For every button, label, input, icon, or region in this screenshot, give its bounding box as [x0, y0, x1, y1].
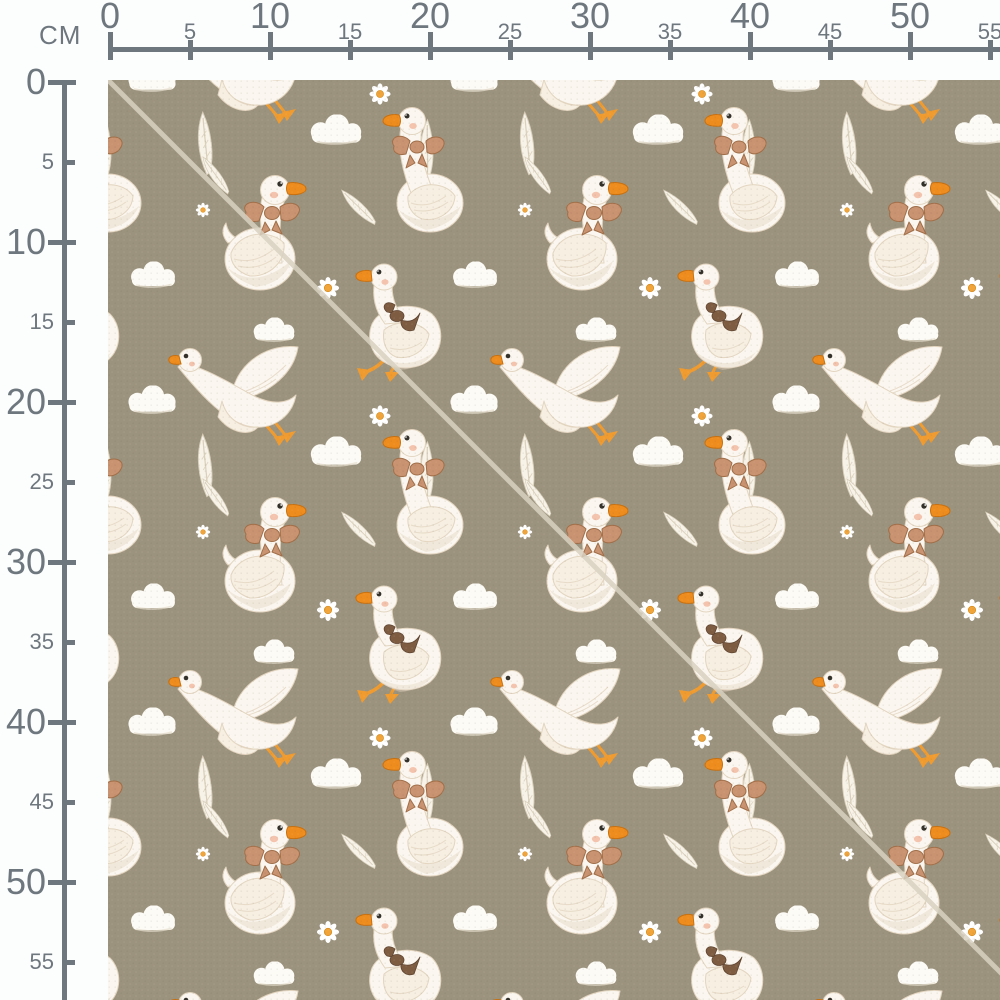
top-ruler-label: 5: [183, 19, 197, 44]
left-ruler-line: [62, 80, 67, 1000]
top-ruler-tick: [668, 40, 673, 60]
top-ruler-label: 55: [977, 19, 1000, 44]
top-ruler-label: 0: [99, 0, 121, 36]
left-ruler-label: 35: [29, 629, 54, 654]
left-ruler-label: 5: [41, 149, 54, 174]
top-ruler-tick: [748, 32, 753, 60]
top-ruler-tick: [188, 40, 193, 60]
top-ruler-tick: [588, 32, 593, 60]
bias-seam-line: [108, 80, 1000, 976]
fabric-preview[interactable]: [108, 80, 1000, 1000]
top-ruler-label: 50: [889, 0, 931, 36]
top-ruler-tick: [348, 40, 353, 60]
top-ruler-label: 20: [409, 0, 451, 36]
left-ruler-tick: [48, 240, 76, 245]
left-ruler-label: 45: [29, 789, 54, 814]
left-ruler-label: 30: [5, 541, 46, 582]
left-ruler-tick: [48, 560, 76, 565]
fabric-weave-texture: [108, 80, 1000, 1000]
top-ruler-line: [108, 47, 1000, 52]
top-ruler-tick: [508, 40, 513, 60]
ruler-unit-label: CM: [39, 20, 82, 50]
left-ruler-tick: [62, 640, 75, 645]
top-ruler-tick: [108, 32, 113, 60]
top-ruler-label: 45: [817, 19, 843, 44]
top-ruler-label: 40: [729, 0, 771, 36]
left-ruler-label: 0: [25, 61, 46, 102]
left-ruler-tick: [62, 960, 75, 965]
top-ruler-tick: [908, 32, 913, 60]
left-ruler-label: 15: [29, 309, 54, 334]
left-ruler-tick: [62, 800, 75, 805]
left-ruler-tick: [62, 160, 75, 165]
top-ruler-tick: [428, 32, 433, 60]
left-ruler-tick: [48, 80, 76, 85]
top-ruler-label: 25: [497, 19, 523, 44]
left-ruler-tick: [62, 480, 75, 485]
top-ruler-tick: [268, 32, 273, 60]
top-ruler-label: 10: [249, 0, 291, 36]
left-ruler-label: 55: [29, 949, 54, 974]
left-ruler-tick: [48, 400, 76, 405]
top-ruler-label: 15: [337, 19, 363, 44]
left-ruler-label: 10: [5, 221, 46, 262]
left-ruler-tick: [48, 880, 76, 885]
left-ruler-tick: [62, 320, 75, 325]
top-ruler-label: 30: [569, 0, 611, 36]
left-ruler-tick: [48, 720, 76, 725]
left-ruler-label: 50: [5, 861, 46, 902]
left-ruler-label: 40: [5, 701, 46, 742]
top-ruler-tick: [828, 40, 833, 60]
fabric-pattern: [108, 80, 1000, 1000]
left-ruler-label: 25: [29, 469, 54, 494]
left-ruler-label: 20: [5, 381, 46, 422]
top-ruler-tick: [988, 40, 993, 60]
top-ruler-label: 35: [657, 19, 683, 44]
